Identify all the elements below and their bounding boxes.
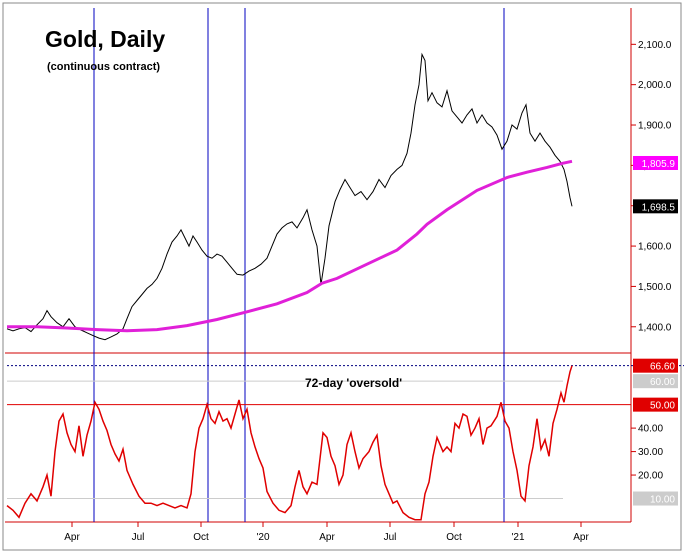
osc-50-tag-bg: [633, 397, 678, 412]
time-tick-label-0: Apr: [64, 532, 80, 543]
osc-tick-label-0: 20.00: [638, 471, 663, 482]
osc-10-tag: 10.00: [650, 495, 675, 506]
time-tick-label-6: Oct: [446, 532, 462, 543]
osc-50-tag: 50.00: [650, 401, 675, 412]
time-tick-label-5: Jul: [384, 532, 397, 543]
oscillator-line: [6, 365, 573, 521]
time-tick-label-8: Apr: [573, 532, 589, 543]
time-tick-label-1: Jul: [132, 532, 145, 543]
oversold-annotation: 72-day 'oversold': [305, 376, 402, 390]
ma-value-tag-bg: [633, 155, 678, 170]
oscillator-axis-ticks: 20.00 30.00 40.00: [631, 424, 663, 482]
vertical-markers: [93, 8, 505, 522]
osc-60-tag: 60.00: [650, 377, 675, 388]
price-tick-label-0: 1,400.0: [638, 322, 672, 333]
price-tick-label-5: 1,900.0: [638, 121, 672, 132]
price-tick-label-6: 2,000.0: [638, 80, 672, 91]
time-tick-label-4: Apr: [319, 532, 335, 543]
time-axis-ticks: Apr Jul Oct '20 Apr Jul Oct '21 Apr: [64, 522, 589, 543]
time-tick-label-2: Oct: [193, 532, 209, 543]
price-tick-label-2: 1,600.0: [638, 242, 672, 253]
value-tags: 1,805.9 1,698.5 66.60 60.00 50.00 10.00: [633, 155, 678, 506]
price-tick-label-1: 1,500.0: [638, 282, 672, 293]
moving-average-line: [7, 159, 573, 333]
last-price-tag: 1,698.5: [642, 202, 676, 213]
price-series-line: [6, 52, 573, 341]
osc-current-tag: 66.60: [650, 362, 675, 373]
chart-title: Gold, Daily: [45, 26, 165, 52]
ma-value-tag: 1,805.9: [642, 159, 676, 170]
time-tick-label-3: '20: [256, 532, 269, 543]
osc-tick-label-1: 30.00: [638, 447, 663, 458]
osc-60-tag-bg: [633, 374, 678, 389]
osc-10-tag-bg: [633, 491, 678, 506]
time-tick-label-7: '21: [511, 532, 524, 543]
osc-tick-label-2: 40.00: [638, 424, 663, 435]
oscillator-reference-lines: [7, 365, 684, 500]
chart-subtitle: (continuous contract): [47, 61, 160, 73]
last-price-tag-bg: [633, 199, 678, 214]
osc-current-tag-bg: [633, 358, 678, 373]
price-tick-label-7: 2,100.0: [638, 40, 672, 51]
